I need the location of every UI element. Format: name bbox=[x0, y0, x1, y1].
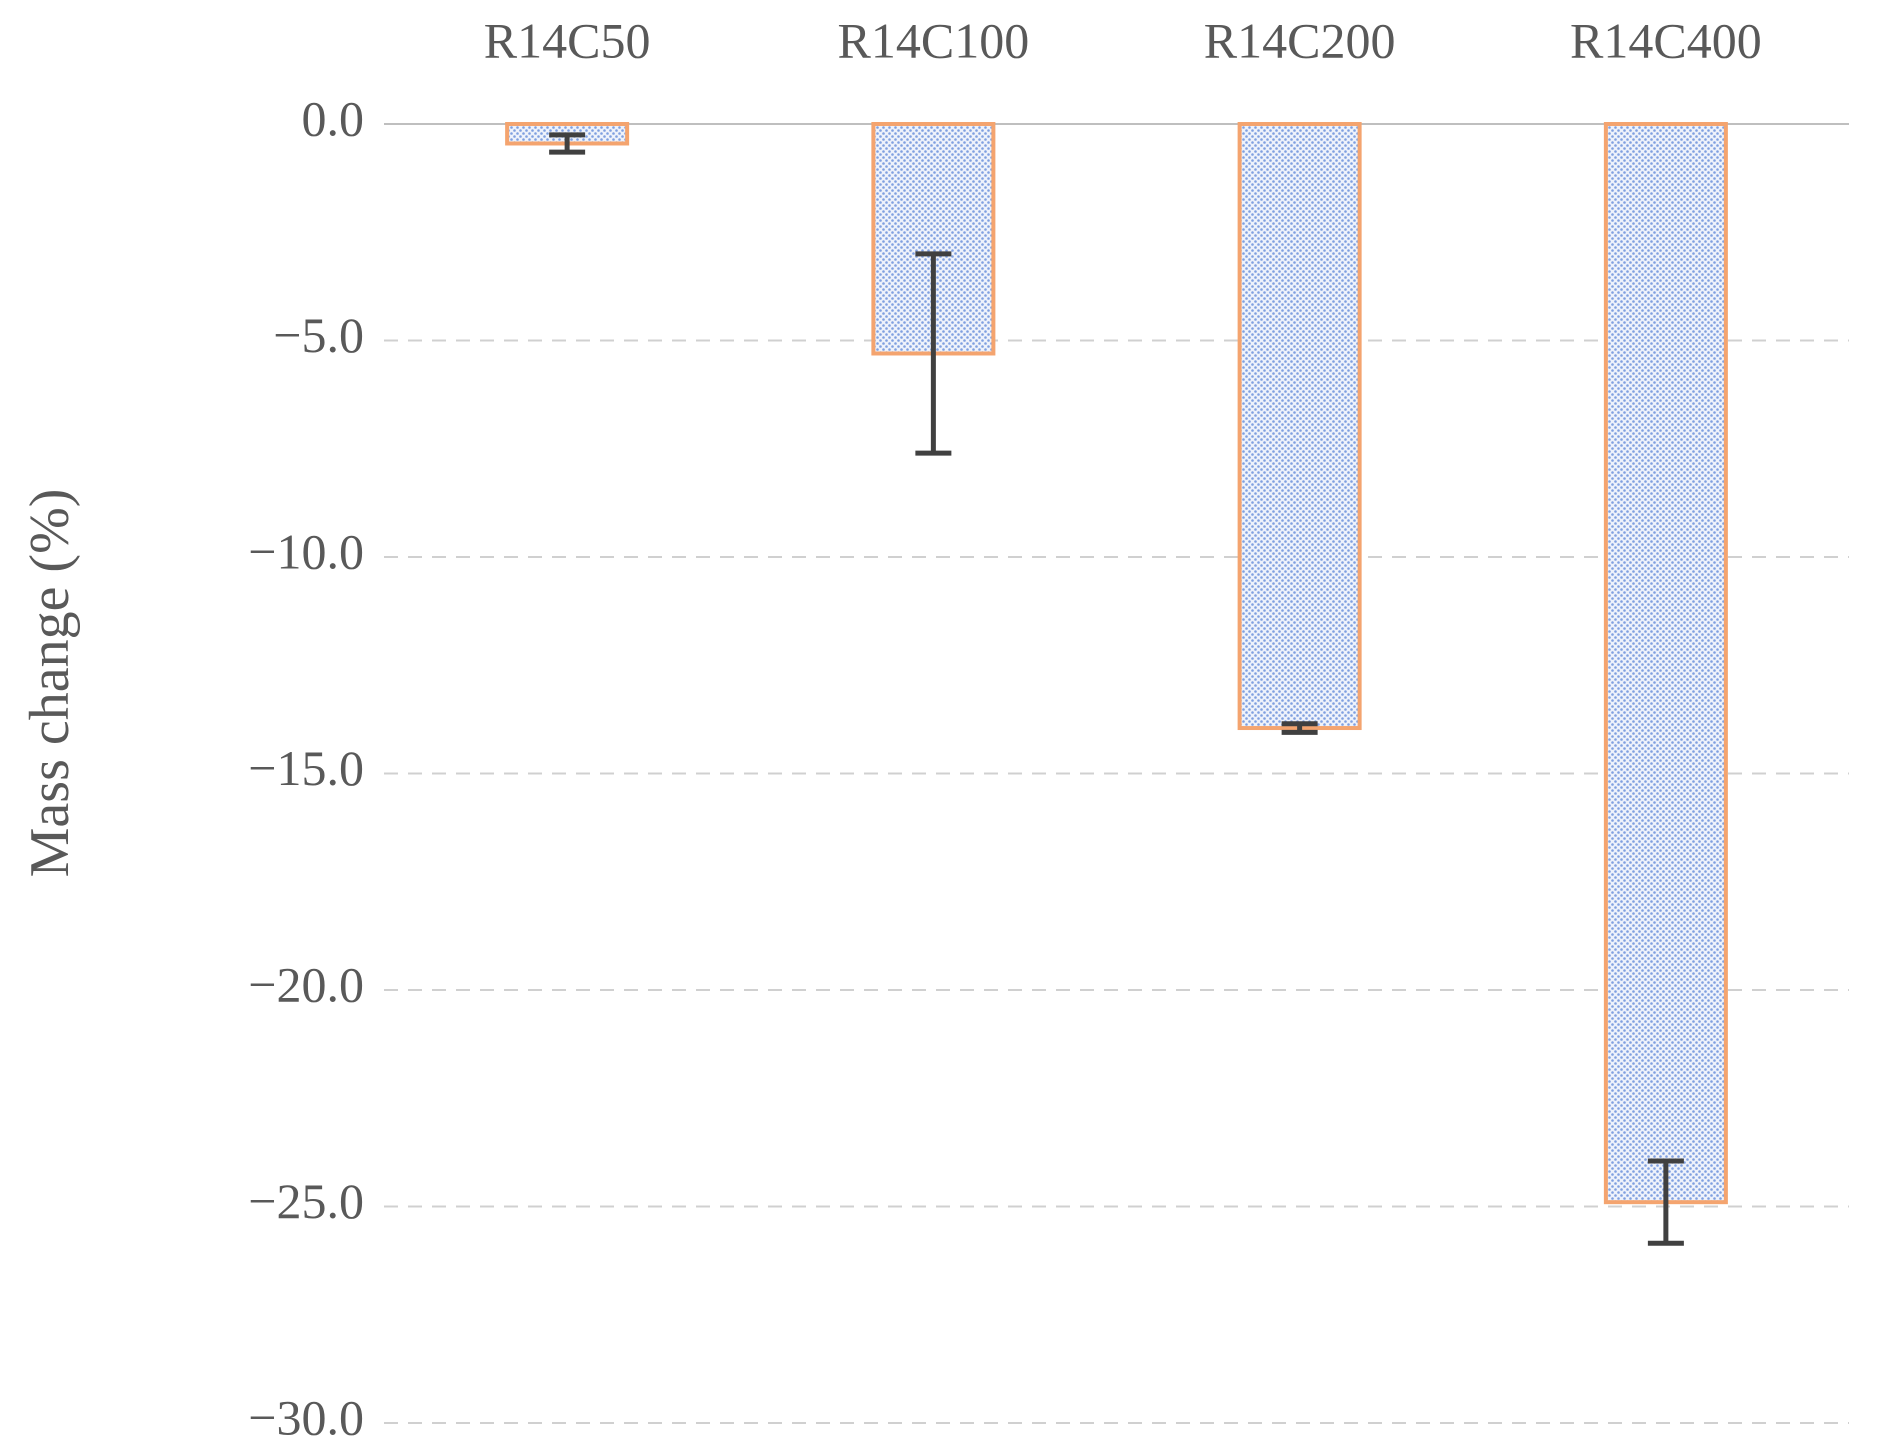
x-tick-label: R14C400 bbox=[1570, 12, 1762, 68]
error-bar bbox=[549, 132, 586, 155]
error-bar bbox=[1647, 1158, 1684, 1246]
error-bar bbox=[1281, 721, 1318, 735]
y-tick-label: −5.0 bbox=[273, 307, 364, 363]
y-tick-label: −20.0 bbox=[248, 956, 364, 1012]
bar bbox=[1603, 122, 1728, 1205]
y-tick-label: 0.0 bbox=[302, 90, 365, 146]
x-tick-label: R14C200 bbox=[1204, 12, 1396, 68]
y-tick-label: −10.0 bbox=[248, 523, 364, 579]
y-tick-label: −25.0 bbox=[248, 1173, 364, 1229]
y-tick-label: −15.0 bbox=[248, 740, 364, 796]
y-axis-label: Mass change (%) bbox=[19, 489, 81, 878]
y-tick-label: −30.0 bbox=[248, 1389, 364, 1445]
x-tick-label: R14C50 bbox=[484, 12, 651, 68]
bar bbox=[1237, 122, 1362, 731]
error-bar bbox=[915, 251, 952, 456]
x-tick-label: R14C100 bbox=[838, 12, 1030, 68]
